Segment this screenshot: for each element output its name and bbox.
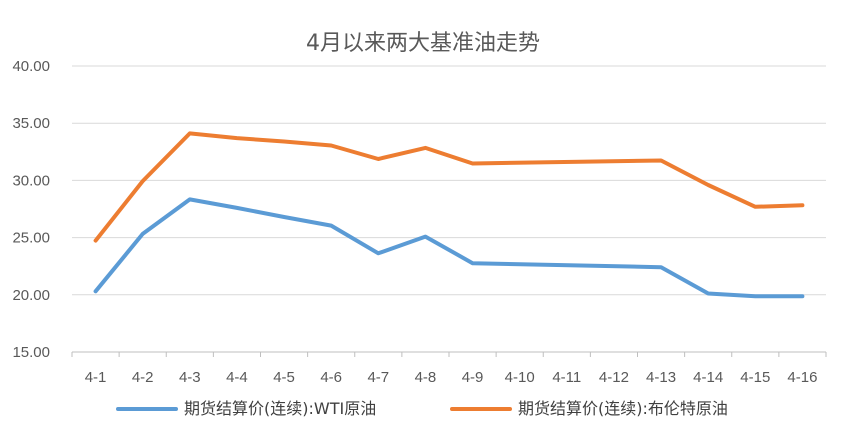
series-line-1 [93, 131, 805, 243]
x-tick-label: 4-14 [693, 369, 723, 386]
legend-label-0: 期货结算价(连续):WTI原油 [184, 399, 376, 418]
x-tick-label: 4-15 [740, 369, 770, 386]
y-tick-label: 20.00 [12, 287, 50, 304]
x-tick-label: 4-7 [367, 369, 389, 386]
x-tick-label: 4-11 [552, 369, 581, 386]
y-tick-label: 15.00 [12, 344, 50, 361]
x-tick-label: 4-9 [462, 369, 484, 386]
y-tick-label: 25.00 [12, 230, 50, 247]
y-axis-ticks: 15.00 20.00 25.00 30.00 35.00 40.00 [12, 58, 50, 361]
x-axis: 4-1 4-2 4-3 4-4 4-5 4-6 4-7 4-8 4-9 4-10 4-11 4-12 4… [71, 351, 827, 386]
legend-label-1: 期货结算价(连续):布伦特原油 [518, 399, 728, 418]
gridlines [72, 65, 826, 296]
x-tick-label: 4-10 [505, 369, 535, 386]
y-tick-label: 35.00 [12, 115, 50, 132]
x-tick-label: 4-2 [132, 369, 154, 386]
x-tick-label: 4-12 [599, 369, 629, 386]
y-tick-label: 40.00 [12, 58, 50, 75]
x-tick-label: 4-13 [646, 369, 676, 386]
series-line-0 [93, 197, 805, 299]
series-lines [93, 131, 805, 299]
chart-title: 4月以来两大基准油走势 [306, 31, 540, 56]
x-tick-label: 4-16 [787, 369, 817, 386]
x-tick-label: 4-3 [179, 369, 201, 386]
legend: 期货结算价(连续):WTI原油 期货结算价(连续):布伦特原油 [116, 399, 728, 418]
x-tick-label: 4-1 [85, 369, 107, 386]
x-tick-label: 4-5 [273, 369, 295, 386]
x-tick-label: 4-8 [415, 369, 437, 386]
y-tick-label: 30.00 [12, 172, 50, 189]
x-tick-label: 4-4 [226, 369, 248, 386]
x-tick-label: 4-6 [320, 369, 342, 386]
